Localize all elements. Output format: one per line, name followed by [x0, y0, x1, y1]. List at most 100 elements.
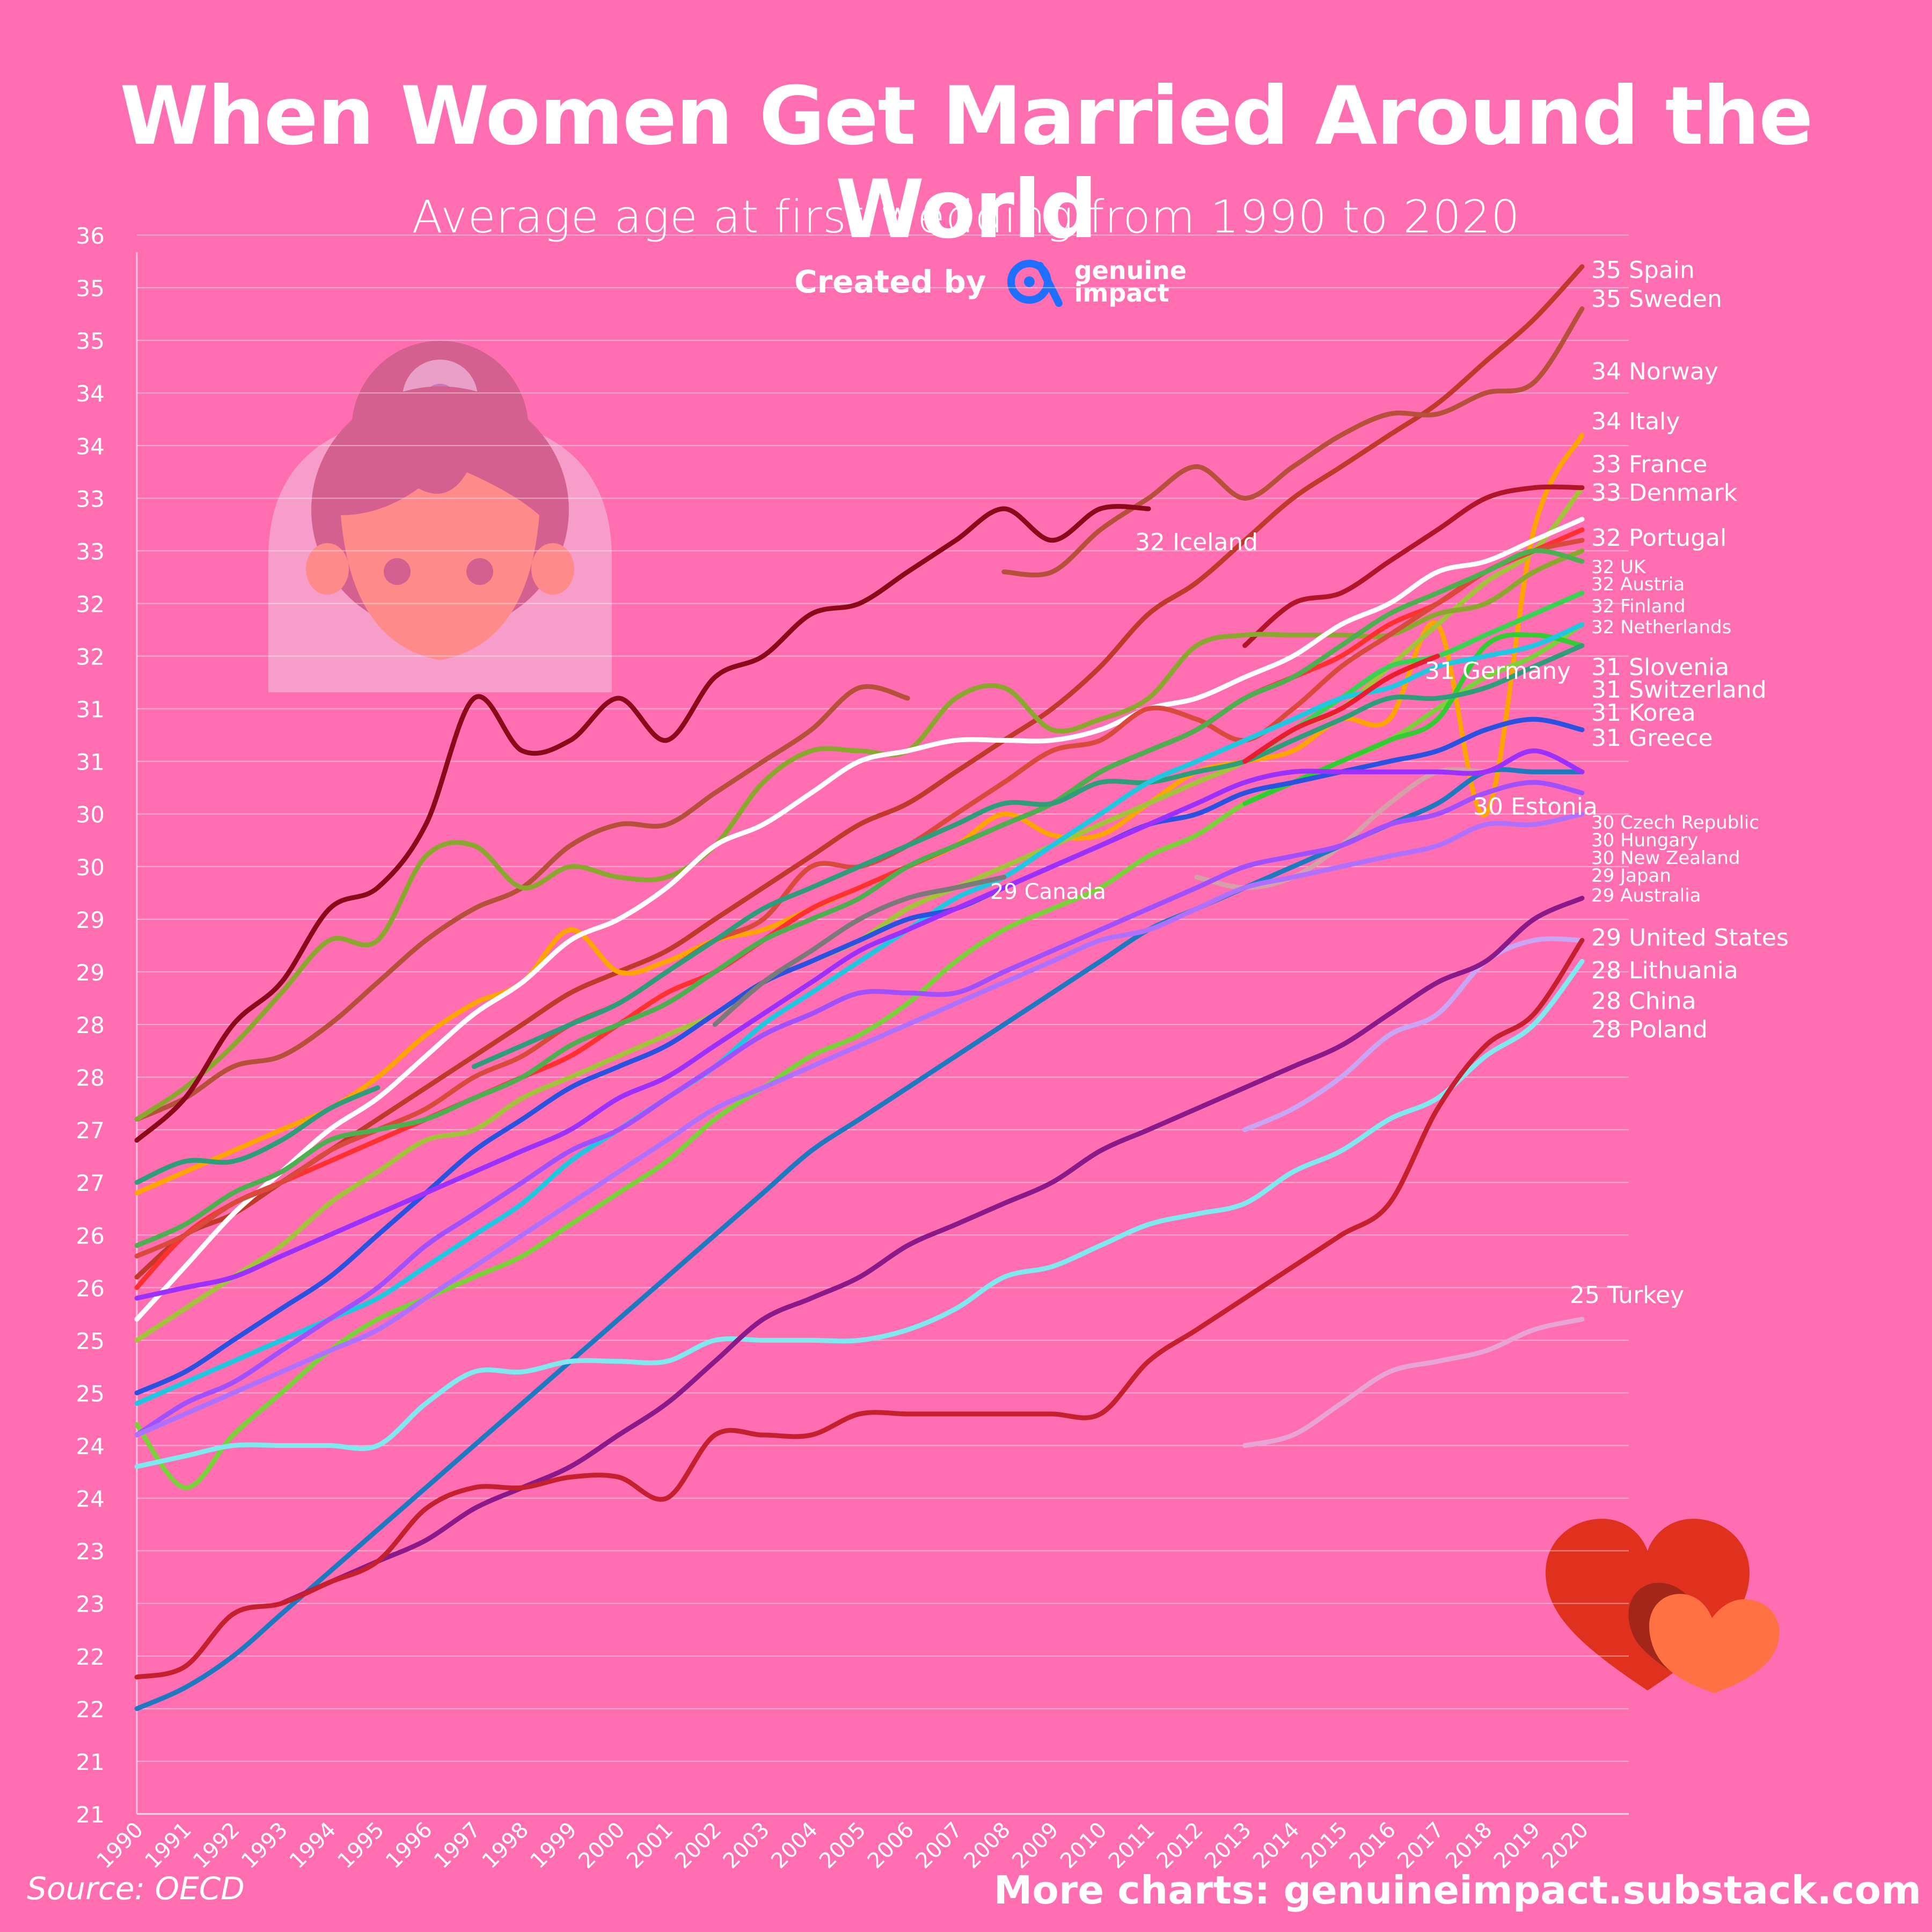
- brand-line1: genuine: [1074, 256, 1187, 285]
- series-label-name: Canada: [1024, 880, 1106, 904]
- series-label-value: 29: [1591, 865, 1620, 887]
- series-label-name: Greece: [1629, 724, 1713, 752]
- x-tick-label: 2013: [1200, 1818, 1256, 1874]
- series-line-iceland: [134, 504, 1151, 1143]
- series-label-greece: 31 Greece: [1591, 724, 1713, 752]
- series-label-value: 33: [1591, 451, 1629, 478]
- series-label-denmark: 33 Denmark: [1591, 479, 1738, 507]
- series-label-name: Denmark: [1629, 479, 1738, 507]
- x-tick-label: 1995: [333, 1818, 389, 1874]
- x-tick-label: 2014: [1248, 1818, 1305, 1874]
- series-line-germany: [1242, 654, 1440, 764]
- y-tick-label: 33: [76, 538, 105, 565]
- series-label-name: Spain: [1629, 257, 1695, 284]
- y-tick-label: 21: [76, 1802, 105, 1828]
- series-label-switzerland: 31 Switzerland: [1591, 676, 1767, 704]
- series-line-australia: [134, 811, 1585, 1438]
- x-tick-label: 2019: [1489, 1818, 1546, 1874]
- footer-link[interactable]: More charts: genuineimpact.substack.com: [993, 1868, 1921, 1913]
- x-tick-label: 1999: [525, 1818, 582, 1874]
- y-tick-label: 27: [76, 1170, 105, 1196]
- series-label-name: Korea: [1629, 699, 1696, 727]
- x-tick-label: 2016: [1344, 1818, 1401, 1874]
- series-label-slovenia: 31 Slovenia: [1591, 654, 1729, 681]
- x-tick-label: 2007: [911, 1818, 968, 1874]
- y-tick-label: 36: [76, 223, 105, 249]
- series-label-portugal: 32 Portugal: [1591, 524, 1726, 552]
- credit: Created by genuine impact: [794, 252, 1187, 311]
- series-label-name: New Zealand: [1620, 847, 1740, 869]
- series-label-germany: 31 Germany: [1425, 657, 1571, 685]
- genuine-impact-logo: [1007, 260, 1063, 307]
- y-tick-label: 23: [76, 1539, 105, 1565]
- y-tick-label: 30: [76, 802, 105, 828]
- series-label-value: 32: [1135, 529, 1173, 556]
- series-label-name: Switzerland: [1629, 676, 1767, 704]
- y-tick-label: 35: [76, 275, 105, 302]
- x-tick-label: 2005: [815, 1818, 871, 1874]
- x-tick-label: 1994: [285, 1818, 341, 1874]
- series-label-name: Germany: [1462, 657, 1571, 685]
- series-label-spain: 35 Spain: [1591, 257, 1695, 284]
- series-label-uk: 32 UK: [1591, 557, 1646, 578]
- series-label-value: 32: [1591, 524, 1629, 552]
- x-tick-label: 2012: [1152, 1818, 1208, 1874]
- series-label-name: Norway: [1629, 358, 1718, 385]
- x-tick-label: 2001: [622, 1818, 678, 1874]
- y-tick-label: 32: [76, 591, 105, 617]
- series-label-hungary: 30 Hungary: [1591, 830, 1698, 851]
- series-label-netherlands: 32 Netherlands: [1591, 617, 1731, 638]
- x-tick-label: 1992: [188, 1818, 245, 1874]
- series-label-lithuania: 28 Lithuania: [1591, 957, 1738, 984]
- x-tick-label: 1998: [478, 1818, 534, 1874]
- series-label-value: 29: [1591, 924, 1629, 952]
- series-label-value: 31: [1591, 654, 1629, 681]
- x-tick-label: 2017: [1393, 1818, 1449, 1874]
- series-label-value: 34: [1591, 358, 1629, 385]
- series-label-name: Netherlands: [1620, 617, 1731, 638]
- hearts-illustration: [1546, 1519, 1780, 1693]
- series-label-value: 35: [1591, 286, 1629, 313]
- series-label-name: Poland: [1629, 1016, 1708, 1043]
- series-label-name: Estonia: [1511, 793, 1598, 821]
- series-label-name: Austria: [1620, 574, 1685, 595]
- y-tick-label: 31: [76, 697, 105, 723]
- y-tick-label: 21: [76, 1749, 105, 1775]
- y-tick-label: 25: [76, 1380, 105, 1407]
- series-label-name: Turkey: [1607, 1282, 1684, 1309]
- series-label-name: Czech Republic: [1620, 812, 1759, 833]
- series-line-uk: [134, 517, 1585, 1322]
- chart-title: When Women Get Married Around the World: [120, 70, 1813, 257]
- y-tick-label: 29: [76, 907, 105, 933]
- series-label-value: 29: [990, 880, 1024, 904]
- series-label-value: 30: [1591, 812, 1620, 833]
- y-tick-label: 30: [76, 854, 105, 881]
- chart-subtitle: Average age at first wedding from 1990 t…: [412, 191, 1520, 243]
- series-label-value: 31: [1425, 657, 1462, 685]
- series-label-value: 32: [1591, 557, 1620, 578]
- series-label-value: 30: [1473, 793, 1511, 821]
- series-line-poland: [134, 938, 1585, 1680]
- series-label-name: Slovenia: [1629, 654, 1729, 681]
- series-line-turkey: [1242, 1316, 1585, 1448]
- series-line-korea: [134, 1085, 380, 1185]
- series-label-poland: 28 Poland: [1591, 1016, 1708, 1043]
- y-tick-label: 26: [76, 1275, 105, 1301]
- series-line-united-states: [134, 958, 1585, 1469]
- series-line-netherlands: [134, 548, 1585, 1248]
- series-label-name: China: [1629, 987, 1696, 1015]
- series-label-value: 28: [1591, 1016, 1629, 1043]
- series-label-name: Lithuania: [1629, 957, 1738, 984]
- y-tick-label: 31: [76, 749, 105, 775]
- series-label-china: 28 China: [1591, 987, 1696, 1015]
- series-label-korea: 31 Korea: [1591, 699, 1696, 727]
- series-label-czech-republic: 30 Czech Republic: [1591, 812, 1759, 833]
- series-label-australia: 29 Australia: [1591, 885, 1701, 906]
- y-tick-label: 28: [76, 1065, 105, 1091]
- series-label-value: 34: [1591, 408, 1629, 435]
- x-tick-label: 2006: [863, 1818, 919, 1874]
- series-line-canada: [712, 874, 1007, 1027]
- y-tick-label: 24: [76, 1486, 105, 1512]
- series-line-austria: [134, 527, 1585, 1290]
